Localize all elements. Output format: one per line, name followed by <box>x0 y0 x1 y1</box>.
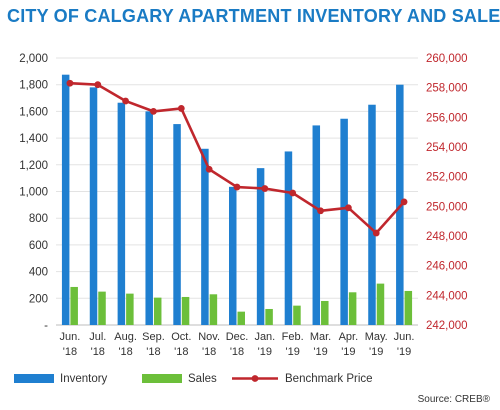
sales-bar <box>98 291 106 325</box>
benchmark-price-point <box>122 97 130 105</box>
x-tick-label: '19 <box>341 346 355 358</box>
inventory-bar <box>340 118 348 326</box>
right-tick-label: 242,000 <box>426 320 468 332</box>
sales-bar <box>293 305 301 325</box>
left-tick-label: 1,400 <box>19 133 48 145</box>
inventory-bar <box>61 74 70 325</box>
x-tick-label: Feb. <box>282 331 304 343</box>
sales-bar <box>181 296 190 325</box>
inventory-bar <box>89 87 98 326</box>
right-tick-label: 254,000 <box>426 142 468 154</box>
x-tick-label: '18 <box>63 346 77 358</box>
left-tick-label: 400 <box>29 267 48 279</box>
x-tick-label: Dec. <box>226 331 249 343</box>
sales-bar <box>70 286 78 325</box>
x-tick-label: '18 <box>174 346 188 358</box>
benchmark-price-point <box>177 105 185 112</box>
right-tick-label: 248,000 <box>426 231 468 243</box>
left-tick-label: 1,800 <box>19 80 48 92</box>
inventory-bar <box>117 102 126 325</box>
x-tick-label: Nov. <box>198 331 220 343</box>
benchmark-price-point <box>289 189 297 197</box>
right-tick-label: 252,000 <box>426 172 468 184</box>
benchmark-price-point <box>372 229 380 237</box>
sales-bar <box>404 290 413 325</box>
inventory-bar <box>173 124 181 326</box>
legend-marker-benchmark-price <box>251 375 259 382</box>
x-tick-label: '19 <box>397 346 411 358</box>
right-tick-label: 246,000 <box>426 261 468 273</box>
inventory-bar <box>312 125 321 325</box>
source-note: Source: CREB® <box>418 394 491 405</box>
inventory-bar <box>145 111 153 326</box>
right-tick-label: 256,000 <box>426 112 468 124</box>
left-tick-label: 2,000 <box>19 53 48 65</box>
inventory-bar <box>284 151 293 325</box>
benchmark-price-point <box>261 185 269 192</box>
x-tick-label: Jul. <box>89 331 106 343</box>
sales-bar <box>265 308 273 325</box>
benchmark-price-point <box>344 204 352 212</box>
benchmark-price-point <box>233 183 241 191</box>
x-tick-label: May. <box>365 331 388 343</box>
sales-bar <box>376 283 385 325</box>
right-tick-label: 250,000 <box>426 201 468 213</box>
sales-bar <box>348 292 357 325</box>
x-tick-label: '18 <box>118 346 132 358</box>
left-tick-label: 1,600 <box>19 106 48 118</box>
right-tick-label: 258,000 <box>426 83 468 95</box>
left-tick-label: 800 <box>29 213 48 225</box>
left-tick-label: 1,200 <box>19 160 48 172</box>
right-tick-label: 260,000 <box>426 53 468 65</box>
x-tick-label: '19 <box>313 346 327 358</box>
x-tick-label: '18 <box>202 346 216 358</box>
benchmark-price-point <box>94 81 102 89</box>
chart-title: CITY OF CALGARY APARTMENT INVENTORY AND … <box>7 6 500 26</box>
sales-bar <box>321 300 329 325</box>
x-tick-label: Jun. <box>394 331 415 343</box>
x-tick-label: Jan. <box>254 331 275 343</box>
inventory-bar <box>368 104 376 325</box>
inventory-bar <box>229 186 237 325</box>
x-tick-label: '19 <box>258 346 272 358</box>
benchmark-price-point <box>400 198 408 206</box>
benchmark-price-point <box>317 207 324 215</box>
x-tick-label: Oct. <box>171 331 191 343</box>
sales-bar <box>126 293 134 325</box>
legend-label-benchmark-price: Benchmark Price <box>285 373 373 385</box>
x-tick-label: Apr. <box>339 331 359 343</box>
x-tick-label: Aug. <box>114 331 137 343</box>
x-tick-label: '19 <box>286 346 300 358</box>
sales-bar <box>237 311 245 325</box>
x-tick-label: Mar. <box>310 331 331 343</box>
left-tick-label: 1,000 <box>19 187 48 199</box>
x-tick-label: '18 <box>230 346 244 358</box>
left-tick-label: - <box>44 320 48 332</box>
legend-swatch-sales <box>142 374 182 383</box>
x-tick-label: '18 <box>146 346 160 358</box>
sales-bar <box>153 297 162 325</box>
benchmark-price-point <box>66 79 74 87</box>
legend-label-inventory: Inventory <box>60 373 108 385</box>
inventory-bar <box>256 168 265 325</box>
legend-swatch-inventory <box>14 374 54 383</box>
legend-label-sales: Sales <box>188 373 217 385</box>
inventory-bar <box>201 148 209 325</box>
benchmark-price-point <box>205 165 213 173</box>
x-tick-label: Sep. <box>142 331 165 343</box>
benchmark-price-point <box>150 108 157 115</box>
x-tick-label: Jun. <box>60 331 81 343</box>
sales-bar <box>209 294 218 325</box>
right-tick-label: 244,000 <box>426 290 468 302</box>
x-tick-label: '18 <box>91 346 105 358</box>
left-tick-label: 600 <box>29 240 48 252</box>
left-tick-label: 200 <box>29 293 48 305</box>
x-tick-label: '19 <box>369 346 383 358</box>
